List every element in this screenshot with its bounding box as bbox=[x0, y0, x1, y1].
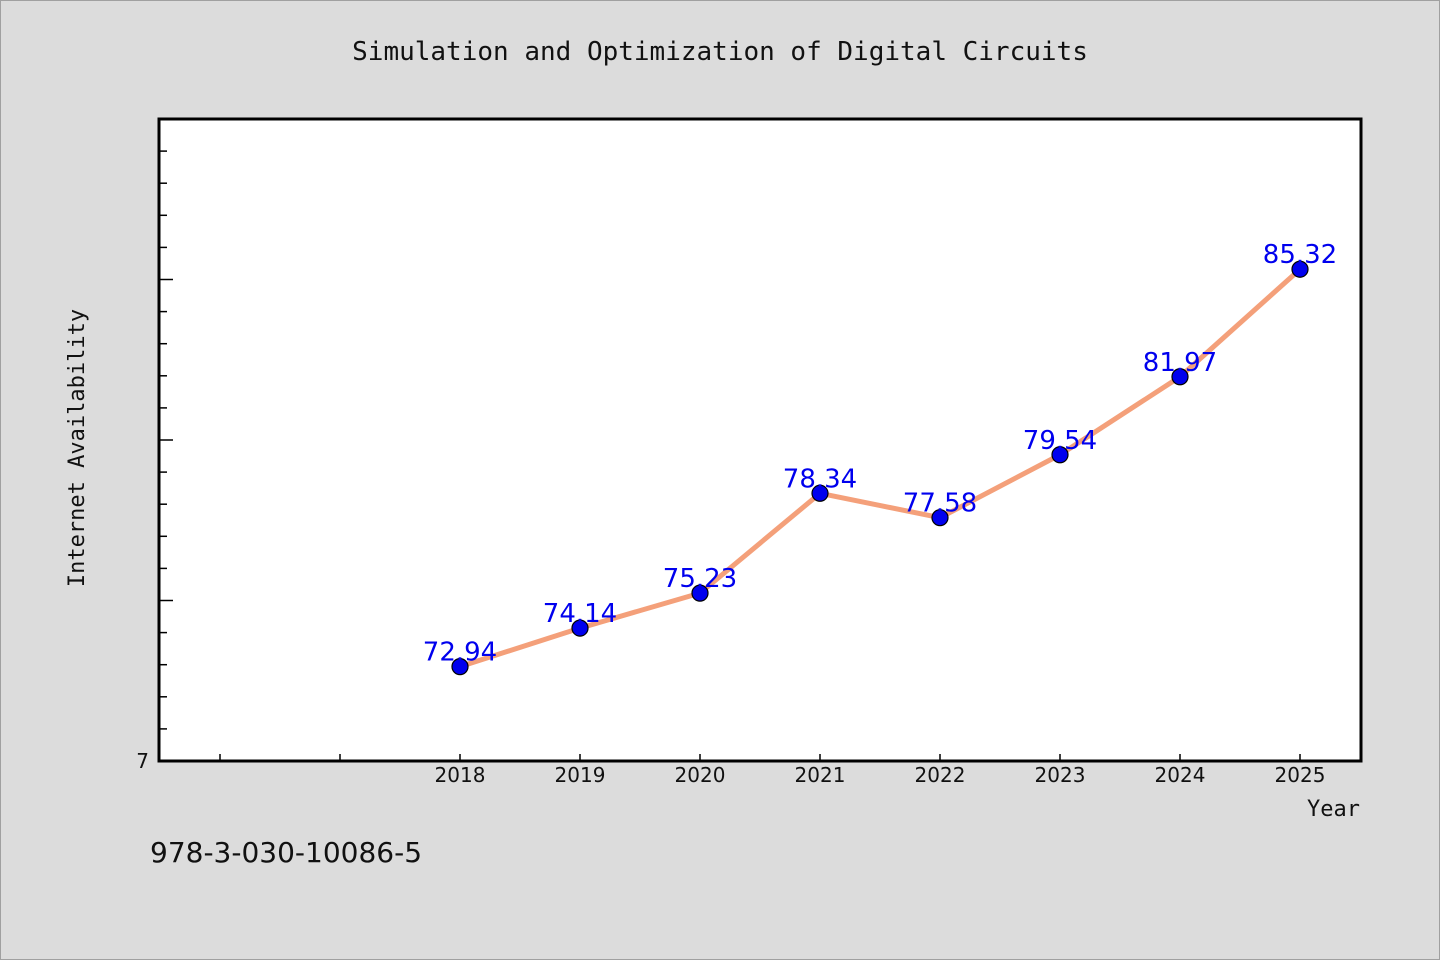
data-point bbox=[691, 584, 709, 602]
data-label: 85.32 bbox=[1263, 240, 1337, 270]
x-tick-label: 2019 bbox=[555, 763, 606, 787]
x-tick-label: 2022 bbox=[915, 763, 966, 787]
plot-area bbox=[157, 117, 1363, 763]
x-axis-ticks: 2018 2019 2020 2021 2022 2023 2024 2025 bbox=[219, 754, 1326, 787]
data-point bbox=[1291, 260, 1309, 278]
data-label: 79.54 bbox=[1023, 426, 1097, 456]
x-tick-label: 2024 bbox=[1155, 763, 1206, 787]
data-point bbox=[811, 484, 829, 502]
x-tick-label: 2018 bbox=[435, 763, 486, 787]
series-layer: 72.94 74.14 75.23 78.34 77.58 79.54 81.97 85.32 bbox=[423, 240, 1337, 676]
series-line bbox=[459, 267, 1302, 670]
data-label: 81.97 bbox=[1143, 348, 1217, 378]
data-point bbox=[1171, 368, 1189, 386]
y-origin-label: 7 bbox=[136, 749, 149, 773]
data-point bbox=[571, 619, 589, 637]
data-point bbox=[451, 658, 469, 676]
data-point bbox=[1051, 446, 1069, 464]
x-tick-label: 2021 bbox=[795, 763, 846, 787]
x-tick-label: 2023 bbox=[1035, 763, 1086, 787]
x-axis-label: Year bbox=[1307, 797, 1360, 822]
x-tick-label: 2025 bbox=[1275, 763, 1326, 787]
y-axis-label: Internet Availability bbox=[65, 309, 90, 587]
data-label: 75.23 bbox=[663, 564, 737, 594]
data-label: 78.34 bbox=[783, 464, 857, 494]
y-axis-ticks bbox=[159, 118, 173, 762]
x-tick-label: 2020 bbox=[675, 763, 726, 787]
data-label: 74.14 bbox=[543, 599, 617, 629]
data-label: 77.58 bbox=[903, 489, 977, 519]
data-point bbox=[931, 509, 949, 527]
chart-title: Simulation and Optimization of Digital C… bbox=[352, 37, 1088, 67]
data-label: 72.94 bbox=[423, 638, 497, 668]
isbn-text: 978-3-030-10086-5 bbox=[150, 836, 422, 869]
